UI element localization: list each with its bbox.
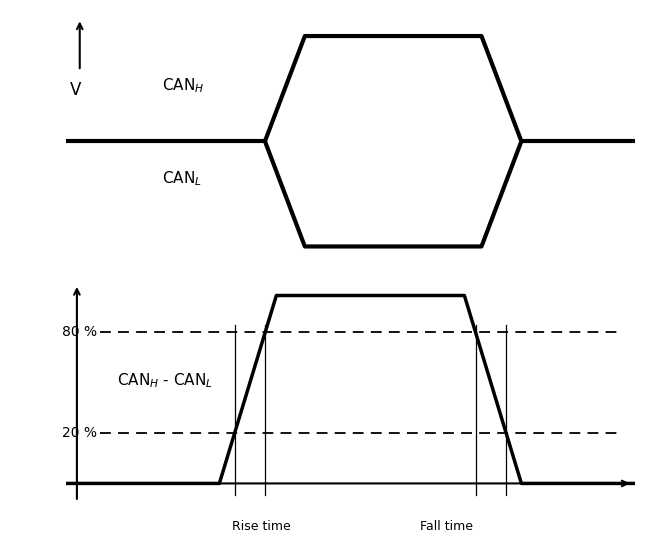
Text: CAN$_L$: CAN$_L$: [162, 169, 202, 188]
Text: 20 %: 20 %: [62, 426, 97, 440]
Text: Fall time: Fall time: [420, 520, 473, 533]
Text: 80 %: 80 %: [62, 325, 97, 339]
Text: Rise time: Rise time: [232, 520, 291, 533]
Text: CAN$_H$ - CAN$_L$: CAN$_H$ - CAN$_L$: [117, 371, 213, 390]
Text: CAN$_H$: CAN$_H$: [162, 77, 205, 95]
Text: V: V: [70, 81, 81, 99]
Polygon shape: [265, 36, 521, 246]
